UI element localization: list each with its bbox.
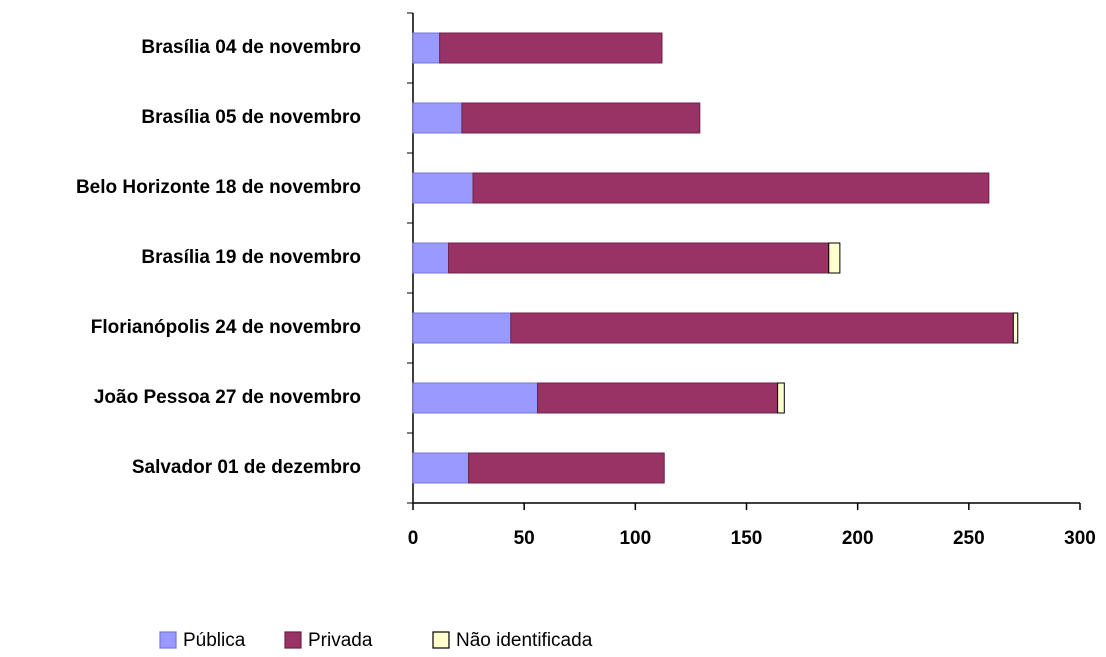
bar-segment xyxy=(412,32,441,64)
bar-segment xyxy=(1012,312,1019,344)
bar-segment xyxy=(472,172,990,204)
category-label: Brasília 04 de novembro xyxy=(141,37,361,58)
legend-label: Pública xyxy=(183,630,246,651)
category-label: Brasília 05 de novembro xyxy=(141,107,361,128)
bar-segment xyxy=(448,242,830,274)
legend-swatch xyxy=(159,631,177,649)
bar-segment xyxy=(412,242,450,274)
legend-swatch xyxy=(432,631,450,649)
bar-segment xyxy=(412,312,512,344)
legend-label: Privada xyxy=(308,630,373,651)
x-tick-label: 150 xyxy=(731,528,763,549)
bar-segment xyxy=(412,382,539,414)
bar-segment xyxy=(468,452,665,484)
x-tick-label: 100 xyxy=(619,528,651,549)
category-label: Salvador 01 de dezembro xyxy=(132,457,361,478)
bar-segment xyxy=(510,312,1014,344)
category-label: Brasília 19 de novembro xyxy=(141,247,361,268)
x-tick-label: 50 xyxy=(514,528,535,549)
bar-segment xyxy=(439,32,663,64)
bar-segment xyxy=(828,242,841,274)
x-tick-label: 0 xyxy=(408,528,419,549)
legend-label: Não identificada xyxy=(456,630,593,651)
bar-segment xyxy=(412,102,463,134)
x-tick-label: 250 xyxy=(953,528,985,549)
legend-swatch xyxy=(284,631,302,649)
x-tick-label: 300 xyxy=(1064,528,1096,549)
category-label: Florianópolis 24 de novembro xyxy=(91,317,361,338)
bar-segment xyxy=(412,452,470,484)
x-tick-label: 200 xyxy=(842,528,874,549)
bar-segment xyxy=(412,172,474,204)
bar-segment xyxy=(777,382,785,414)
bar-segment xyxy=(461,102,701,134)
bar-segment xyxy=(537,382,779,414)
category-label: Belo Horizonte 18 de novembro xyxy=(76,177,361,198)
category-label: João Pessoa 27 de novembro xyxy=(94,387,361,408)
